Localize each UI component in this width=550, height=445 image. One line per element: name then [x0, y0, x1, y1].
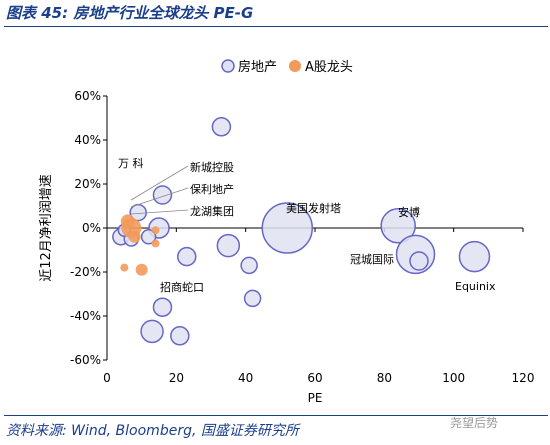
y-tick-label: 20%: [74, 177, 101, 191]
bubble-global: [458, 240, 491, 273]
x-tick-label: 120: [512, 371, 535, 385]
x-tick-label: 100: [442, 371, 465, 385]
bubble-a-share: [151, 239, 160, 248]
source-divider: [4, 415, 548, 416]
y-tick-label: 40%: [74, 133, 101, 147]
bubble-global: [216, 233, 241, 258]
legend-marker-a-share: [289, 60, 301, 72]
bubble-a-share: [135, 263, 148, 276]
chart-title: 图表 45: 房地产行业全球龙头 PE-G: [6, 4, 254, 22]
title-divider: [4, 26, 548, 27]
bubble-global: [243, 289, 262, 308]
bubble-global: [152, 297, 173, 317]
annotation-guancheng: 冠城国际: [350, 253, 394, 266]
source-note: 资料来源: Wind, Bloomberg, 国盛证券研究所: [6, 423, 299, 439]
bubble-global: [409, 251, 429, 271]
bubble-global: [140, 319, 164, 344]
bubble-global: [170, 326, 190, 346]
annotation-poly: 保利地产: [190, 182, 234, 196]
bubble-global: [261, 202, 314, 254]
annotation-xincheng-leader: [130, 165, 189, 201]
bubble-a-share: [120, 263, 129, 272]
bubble-global: [176, 246, 197, 267]
bubble-global: [140, 229, 157, 245]
bubble-a-share: [151, 226, 160, 235]
watermark: 尧望后势: [450, 416, 499, 430]
x-tick-label: 60: [307, 371, 322, 385]
y-tick-label: 0%: [82, 221, 101, 235]
bubble-global: [211, 117, 232, 137]
annotation-cmsk: 招商蛇口: [160, 280, 204, 294]
x-axis-label: PE: [308, 391, 323, 405]
annotation-longfor-leader: [130, 209, 189, 215]
y-axis-label: 近12月净利润增速: [39, 174, 54, 282]
bubble-global: [240, 256, 258, 275]
annotation-poly-leader: [130, 187, 189, 208]
annotation-xincheng: 新城控股: [190, 160, 234, 174]
legend-label-global: 房地产: [238, 59, 277, 75]
annotation-longfor: 龙湖集团: [190, 204, 234, 218]
bubble-global: [380, 208, 416, 244]
bubble-a-share: [128, 230, 141, 243]
annotation-vanke: 万 科: [118, 156, 144, 170]
annotation-equinix: Equinix: [455, 280, 496, 293]
bubble-global: [152, 185, 173, 205]
x-tick-label: 20: [169, 371, 184, 385]
x-tick-label: 0: [103, 371, 111, 385]
legend-marker-global: [221, 59, 235, 73]
x-tick-label: 40: [238, 371, 253, 385]
annotation-american-tower: 美国发射塔: [286, 201, 341, 215]
y-tick-label: -60%: [70, 353, 101, 367]
y-tick-label: -20%: [70, 265, 101, 279]
legend-label-a-share: A股龙头: [305, 60, 353, 75]
y-tick-label: 60%: [74, 89, 101, 103]
y-tick-label: -40%: [70, 309, 101, 323]
x-tick-label: 80: [377, 371, 392, 385]
annotation-prologis: 安博: [398, 205, 420, 219]
